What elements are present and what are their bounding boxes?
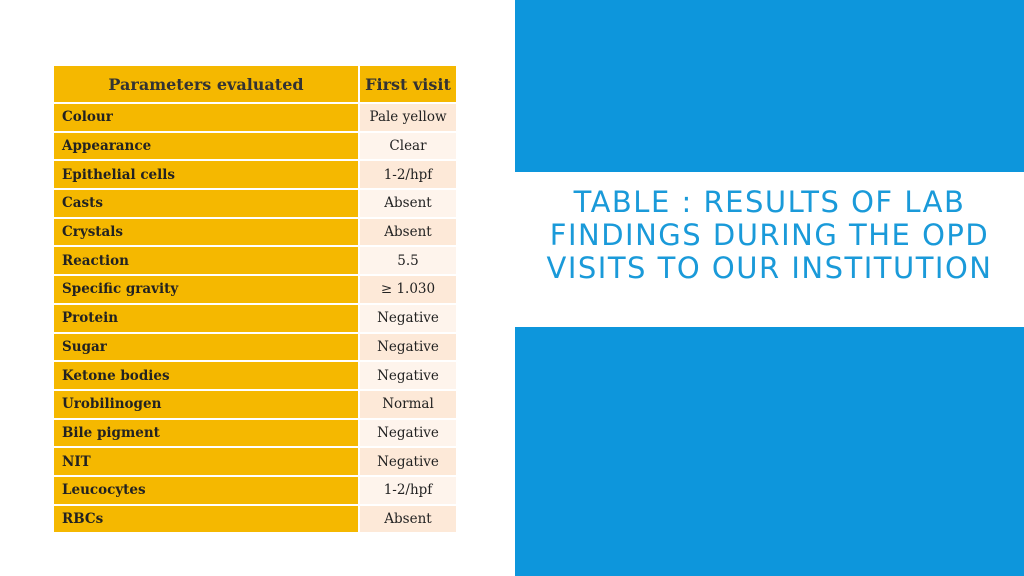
table-row: Bile pigment Negative [54,419,456,449]
table-row: NIT Negative [54,448,456,477]
value-cell: Negative [358,419,456,449]
blue-panel [515,327,1024,576]
table-row: Protein Negative [54,304,456,334]
parameter-cell: Bile pigment [54,419,358,449]
table-row: Ketone bodies Negative [54,362,456,391]
parameter-cell: Specific gravity [54,276,358,305]
parameter-cell: Urobilinogen [54,390,358,420]
column-header: First visit [358,66,456,104]
value-cell: 1-2/hpf [358,161,456,191]
table-body: Colour Pale yellow Appearance Clear Epitheli… [54,104,456,535]
table-row: Sugar Negative [54,333,456,363]
parameter-cell: Reaction [54,247,358,277]
parameter-cell: NIT [54,448,358,477]
parameter-cell: Colour [54,104,358,133]
parameter-cell: Casts [54,190,358,219]
table-row: Crystals Absent [54,218,456,248]
value-cell: Negative [358,448,456,477]
table-row: Specific gravity ≥ 1.030 [54,276,456,305]
table-row: Urobilinogen Normal [54,390,456,420]
column-header: Parameters evaluated [54,66,358,104]
value-cell: Normal [358,390,456,420]
table-row: Epithelial cells 1-2/hpf [54,161,456,191]
value-cell: Negative [358,362,456,391]
value-cell: Pale yellow [358,104,456,133]
value-cell: 1-2/hpf [358,476,456,506]
parameter-cell: Ketone bodies [54,362,358,391]
parameter-cell: Crystals [54,218,358,248]
table-row: Leucocytes 1-2/hpf [54,476,456,506]
parameter-cell: Epithelial cells [54,161,358,191]
table-row: Reaction 5.5 [54,247,456,277]
results-table: Parameters evaluated First visit Colour P… [54,66,456,535]
blue-panel [515,0,1024,172]
value-cell: Absent [358,505,456,535]
value-cell: Clear [358,132,456,162]
value-cell: 5.5 [358,247,456,277]
slide-title: Table : Results of lab findings during t… [546,185,993,285]
value-cell: Absent [358,218,456,248]
value-cell: Negative [358,333,456,363]
value-cell: ≥ 1.030 [358,276,456,305]
table-row: Casts Absent [54,190,456,219]
value-cell: Absent [358,190,456,219]
value-cell: Negative [358,304,456,334]
parameter-cell: Protein [54,304,358,334]
table-row: Colour Pale yellow [54,104,456,133]
parameter-cell: Appearance [54,132,358,162]
table-row: RBCs Absent [54,505,456,535]
table-row: Appearance Clear [54,132,456,162]
parameter-cell: RBCs [54,505,358,535]
parameter-cell: Sugar [54,333,358,363]
parameter-cell: Leucocytes [54,476,358,506]
